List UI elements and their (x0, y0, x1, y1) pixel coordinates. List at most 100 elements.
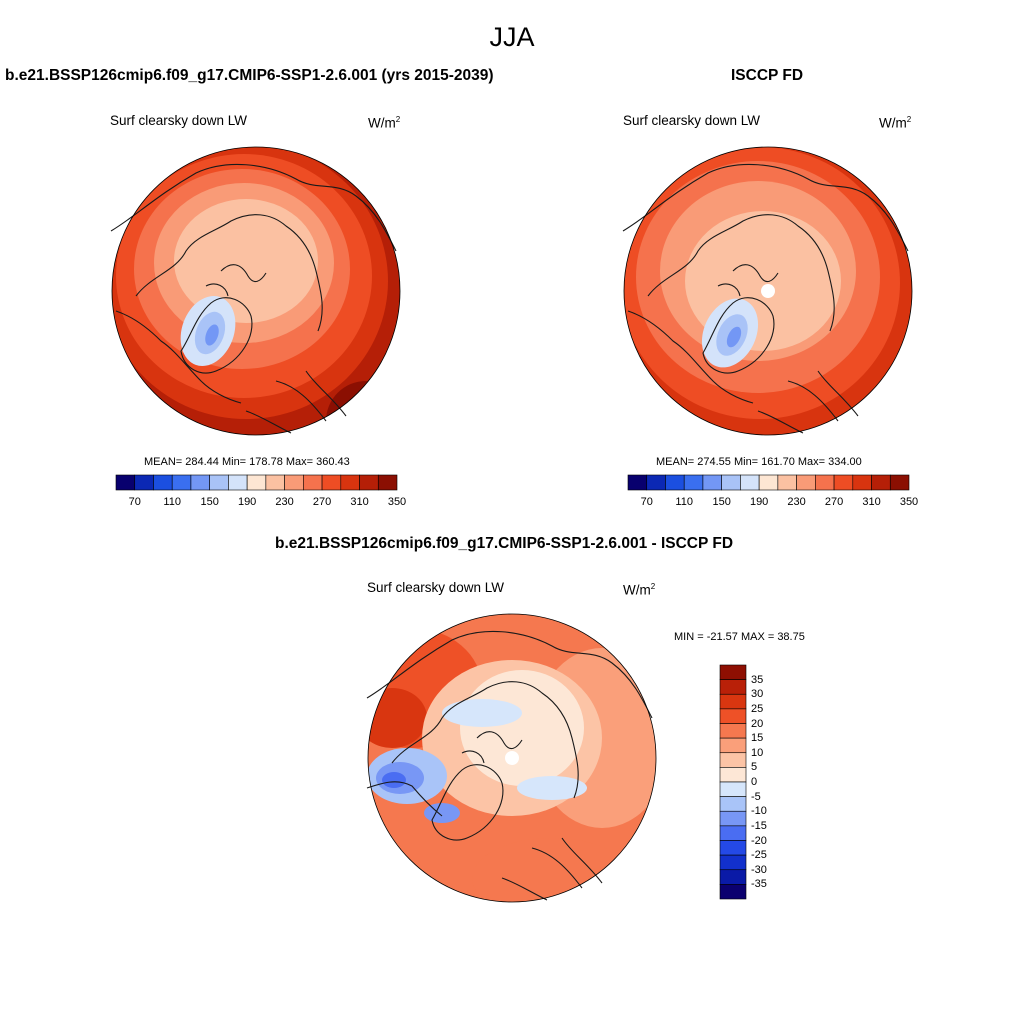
diff-colorbar-tick: 20 (751, 717, 764, 730)
obs-variable-label: Surf clearsky down LW (623, 113, 761, 128)
model-colorbar-box (284, 474, 304, 491)
obs-colorbar-box (889, 474, 910, 491)
diff-panel-title: b.e21.BSSP126cmip6.f09_g17.CMIP6-SSP1-2.… (275, 535, 734, 552)
diff-colorbar-box (719, 840, 747, 856)
model-colorbar-box (190, 474, 210, 491)
diff-colorbar-box (719, 869, 747, 885)
obs-coastlines (622, 163, 909, 434)
obs-colorbar-tick: 190 (749, 496, 769, 508)
obs-colorbar-box (683, 474, 704, 491)
diff-colorbar-box (719, 825, 747, 841)
obs-colorbar-ticks: 70 110 150 190 230 270 310 350 (628, 496, 919, 510)
obs-units-label: W/m2 (879, 115, 912, 131)
obs-colorbar-tick: 70 (640, 496, 653, 508)
diff-colorbar-box (719, 854, 747, 871)
obs-stats: MEAN= 274.55 Min= 161.70 Max= 334.00 (656, 456, 862, 468)
model-map-border (111, 146, 401, 436)
model-colorbar-box (171, 474, 192, 491)
obs-colorbar-tick: 310 (862, 496, 881, 508)
obs-colorbar-tick: 230 (787, 496, 806, 508)
model-colorbar-box (228, 474, 248, 491)
obs-colorbar-box (721, 474, 741, 491)
diff-stats: MIN = -21.57 MAX = 38.75 (674, 631, 805, 643)
model-colorbar-box (134, 474, 154, 491)
model-units-label: W/m2 (368, 115, 401, 131)
obs-colorbar-box (665, 474, 685, 491)
model-colorbar-tick: 150 (200, 496, 219, 508)
diff-units-label: W/m2 (623, 582, 656, 598)
obs-colorbar-box (796, 474, 816, 491)
model-field-core (174, 199, 318, 323)
model-colorbar-tick: 350 (387, 496, 407, 508)
diff-colorbar-box (719, 781, 747, 797)
diff-colorbar-tick: 5 (751, 761, 758, 774)
diff-field-cool-band2 (517, 776, 587, 800)
model-coastlines (110, 163, 397, 434)
model-colorbar-box (340, 474, 360, 491)
model-colorbar-box (321, 474, 342, 491)
diff-colorbar (719, 664, 747, 900)
diff-colorbar-box (719, 708, 747, 724)
obs-colorbar-box (871, 474, 891, 491)
obs-map-border (623, 146, 913, 436)
diff-field-core (460, 670, 584, 786)
obs-colorbar-tick: 110 (675, 496, 693, 508)
diff-colorbar-ticks: 35 30 25 20 15 10 5 0 -5 -10 -15 -20 -25… (751, 665, 791, 899)
diff-field-south (472, 838, 632, 902)
model-colorbar-tick: 190 (237, 496, 257, 508)
obs-colorbar (627, 474, 910, 491)
diff-colorbar-box (719, 737, 747, 754)
model-colorbar-box (303, 474, 323, 491)
obs-colorbar-box (702, 474, 722, 491)
diff-colorbar-tick: 0 (751, 776, 758, 788)
obs-pole-hole (761, 284, 775, 298)
obs-colorbar-box (815, 474, 835, 491)
obs-colorbar-tick: 270 (824, 496, 844, 508)
obs-greenland-blue3 (726, 326, 742, 348)
model-variable-label: Surf clearsky down LW (110, 113, 248, 128)
model-colorbar-box (359, 474, 379, 491)
obs-colorbar-box (740, 474, 760, 491)
model-panel-title: b.e21.BSSP126cmip6.f09_g17.CMIP6-SSP1-2.… (5, 67, 494, 84)
diff-field-cold3 (382, 772, 406, 788)
diff-colorbar-tick: 35 (751, 673, 764, 686)
diff-colorbar-box (719, 693, 747, 710)
diff-colorbar-tick: 15 (751, 732, 764, 745)
diff-colorbar-box (719, 752, 747, 768)
diff-colorbar-tick: -25 (751, 849, 767, 862)
diff-field-hot-nw (368, 688, 427, 748)
obs-colorbar-box (833, 474, 854, 491)
model-colorbar-ticks: 70 110 150 190 230 270 310 350 (116, 496, 407, 510)
model-colorbar-tick: 110 (163, 496, 181, 508)
diff-colorbar-box (719, 767, 747, 783)
diff-colorbar-tick: 10 (751, 746, 764, 759)
model-colorbar-tick: 230 (275, 496, 294, 508)
diff-field-cold4 (424, 803, 460, 823)
obs-colorbar-box (852, 474, 872, 491)
obs-colorbar-tick: 150 (712, 496, 731, 508)
diff-colorbar-tick: -5 (751, 790, 761, 803)
obs-panel-title: ISCCP FD (731, 67, 804, 84)
model-greenland-blue3 (205, 324, 219, 346)
diff-colorbar-tick: -20 (751, 834, 767, 847)
diff-variable-label: Surf clearsky down LW (367, 580, 505, 595)
obs-colorbar-box (777, 474, 797, 491)
model-colorbar-tick: 310 (350, 496, 369, 508)
diff-colorbar-box (719, 679, 747, 695)
model-colorbar-box (377, 474, 398, 491)
model-colorbar-box (246, 474, 267, 491)
diff-colorbar-tick: 30 (751, 688, 764, 701)
diff-colorbar-tick: -30 (751, 863, 767, 876)
diff-colorbar-box (719, 723, 747, 739)
model-colorbar-box (209, 474, 229, 491)
model-stats: MEAN= 284.44 Min= 178.78 Max= 360.43 (144, 456, 350, 468)
obs-colorbar-tick: 350 (899, 496, 919, 508)
diff-pole-hole (505, 751, 519, 765)
model-colorbar-tick: 270 (312, 496, 332, 508)
model-colorbar (115, 474, 398, 491)
obs-colorbar-box (758, 474, 779, 491)
diff-colorbar-tick: 25 (751, 702, 764, 715)
obs-colorbar-box (646, 474, 666, 491)
model-polar-map (110, 146, 401, 436)
model-field-hot-spot (326, 381, 400, 435)
